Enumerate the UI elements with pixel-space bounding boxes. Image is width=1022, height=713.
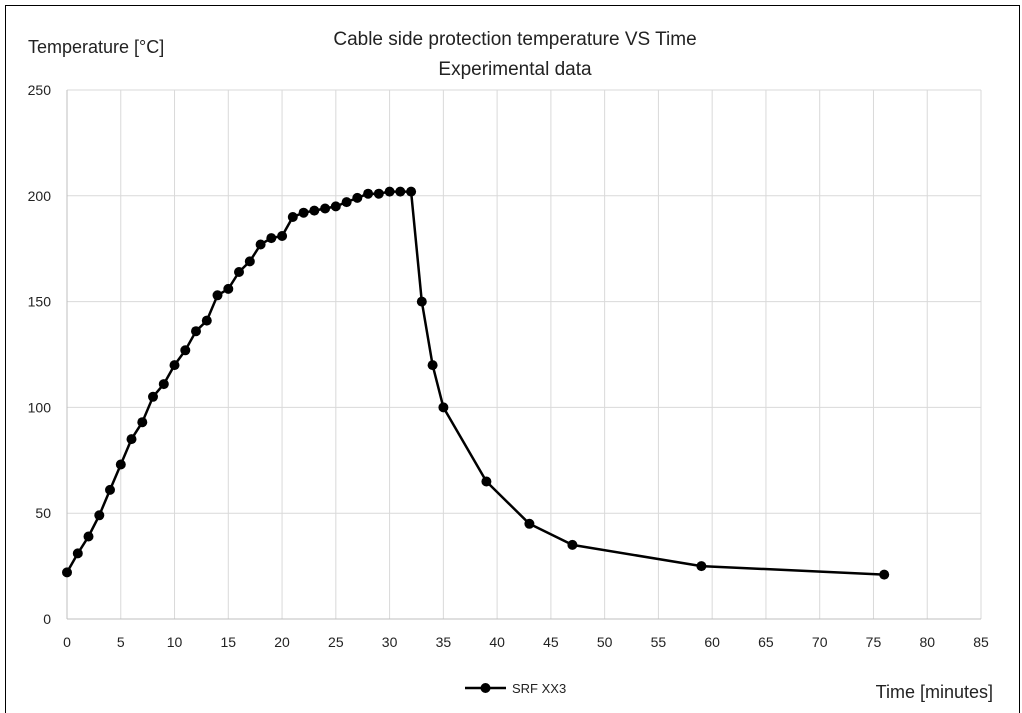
data-point — [696, 561, 707, 572]
gridlines — [67, 89, 982, 619]
data-point — [126, 434, 137, 445]
x-tick-label: 65 — [758, 634, 774, 650]
data-point — [879, 569, 890, 580]
x-tick-label: 40 — [489, 634, 505, 650]
data-point — [83, 531, 94, 542]
data-point — [298, 207, 309, 218]
data-point — [137, 417, 148, 428]
x-axis-label: Time [minutes] — [876, 682, 993, 702]
chart-title-line-2: Experimental data — [438, 59, 592, 80]
data-point — [524, 518, 535, 529]
data-point — [416, 296, 427, 307]
chart-title-line-1: Cable side protection temperature VS Tim… — [333, 29, 696, 50]
data-point — [567, 539, 578, 550]
x-tick-label: 15 — [221, 634, 237, 650]
data-point — [309, 205, 320, 216]
legend-label: SRF XX3 — [512, 681, 566, 696]
data-point — [212, 290, 223, 301]
x-tick-label: 45 — [543, 634, 559, 650]
x-tick-label: 0 — [63, 634, 71, 650]
x-tick-label: 60 — [704, 634, 720, 650]
x-tick-label: 20 — [274, 634, 290, 650]
data-point — [330, 201, 341, 212]
data-point — [244, 256, 255, 267]
data-point — [277, 231, 288, 241]
x-tick-label: 85 — [973, 634, 989, 650]
data-point — [148, 391, 158, 402]
legend: SRF XX3 — [465, 681, 566, 696]
data-point — [169, 360, 180, 371]
data-point — [72, 548, 83, 559]
data-point — [384, 186, 395, 197]
x-tick-label: 10 — [167, 634, 183, 650]
data-point — [363, 188, 374, 199]
data-point — [373, 188, 384, 199]
data-point — [105, 484, 115, 495]
series-line — [65, 190, 885, 576]
data-point — [427, 360, 438, 371]
x-tick-label: 5 — [117, 634, 125, 650]
data-point — [180, 345, 191, 356]
y-tick-label: 150 — [28, 294, 52, 310]
data-point — [158, 379, 169, 390]
data-point — [266, 233, 277, 244]
data-point — [255, 239, 266, 250]
y-axis-label: Temperature [°C] — [28, 37, 164, 57]
y-tick-label: 250 — [28, 82, 52, 98]
data-point — [320, 203, 331, 214]
data-point — [287, 212, 298, 222]
x-tick-label: 30 — [382, 634, 398, 650]
x-tick-label: 80 — [919, 634, 935, 650]
data-point — [395, 186, 406, 197]
data-series — [62, 186, 890, 580]
x-tick-label: 75 — [866, 634, 882, 650]
y-tick-label: 50 — [35, 505, 51, 521]
data-point — [115, 459, 126, 470]
x-tick-label: 35 — [436, 634, 452, 650]
axes — [66, 90, 981, 620]
legend-marker — [480, 683, 491, 693]
data-point — [406, 186, 417, 197]
y-tick-label: 0 — [43, 611, 51, 627]
data-point — [94, 510, 105, 521]
tick-labels: 0 5 10 15 20 25 30 35 40 45 50 55 60 65 70 75 80 85 0 50 100… — [28, 82, 989, 650]
data-point — [438, 402, 449, 413]
x-tick-label: 55 — [651, 634, 667, 650]
x-tick-label: 70 — [812, 634, 828, 650]
x-tick-label: 25 — [328, 634, 344, 650]
data-point — [201, 315, 212, 326]
data-point — [191, 326, 201, 337]
data-point — [352, 192, 363, 203]
data-point — [341, 197, 352, 208]
y-tick-label: 200 — [28, 188, 52, 204]
data-point — [234, 267, 244, 277]
data-point — [62, 567, 72, 578]
x-tick-label: 50 — [597, 634, 613, 650]
data-point — [481, 476, 492, 487]
data-point — [223, 283, 234, 294]
y-tick-label: 100 — [28, 399, 52, 415]
